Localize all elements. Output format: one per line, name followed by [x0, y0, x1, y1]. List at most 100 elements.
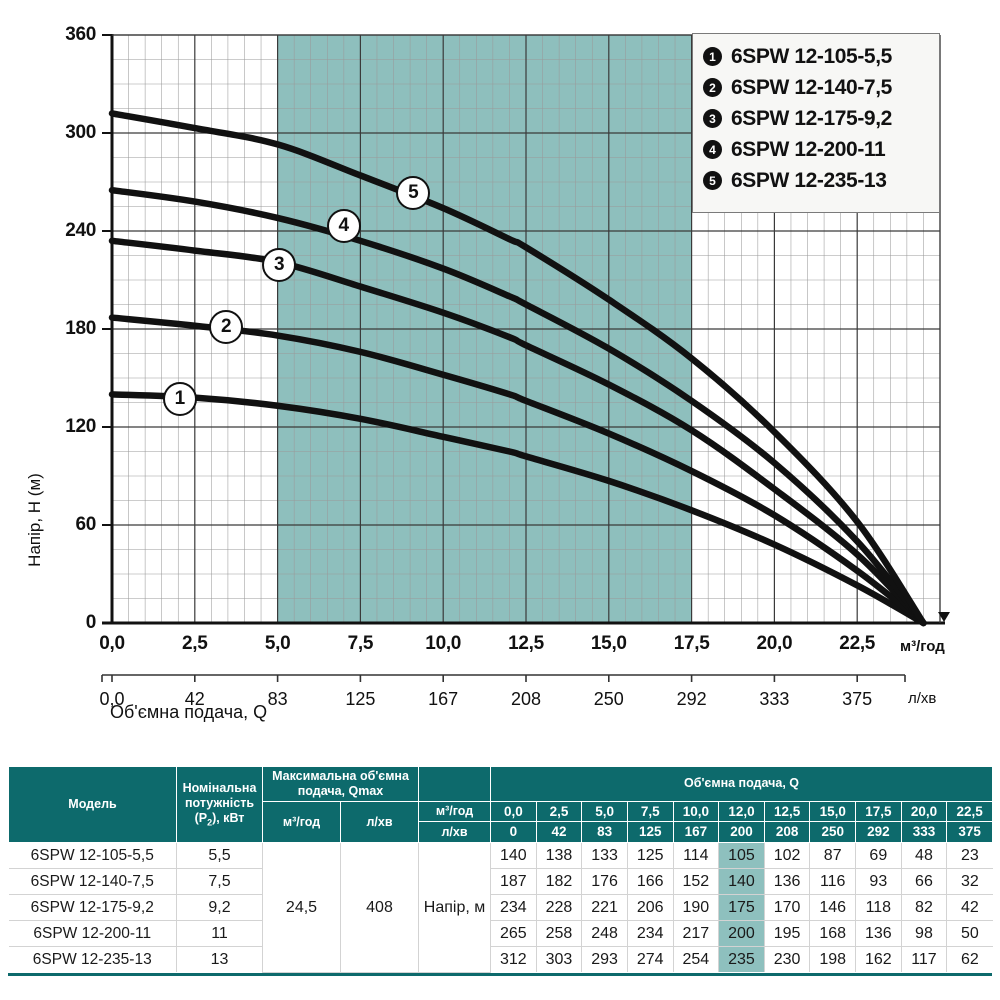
col-header-q-lmin-7: 250: [809, 821, 857, 844]
cell-head-value: 146: [809, 894, 856, 922]
legend-bullet-icon: 4: [703, 140, 722, 159]
col-header-q-lmin-9: 333: [900, 821, 948, 844]
cell-head-value: 118: [855, 894, 902, 922]
x-tick-label-m3h: 0,0: [99, 633, 125, 654]
col-header-qmax: Максимальна об'ємна подача, Qmax: [261, 766, 420, 802]
col-header-blank: [418, 766, 492, 802]
cell-head-value: 248: [581, 920, 628, 948]
power-line1: Номінальна: [182, 781, 257, 796]
legend-item-label: 6SPW 12-235-13: [731, 168, 887, 192]
cell-head-value: 234: [490, 894, 537, 922]
curve-1: [108, 391, 927, 627]
x-axis-unit-lmin: л/хв: [908, 690, 937, 707]
table-head: Модель Номінальна потужність (P2), кВт М…: [8, 765, 993, 844]
col-header-q-lmin-8: 292: [855, 821, 902, 844]
cell-head-value: 23: [946, 842, 993, 870]
cell-head-value: 217: [672, 920, 719, 948]
table-bottom-rule: [8, 972, 992, 976]
legend-bullet-icon: 2: [703, 78, 722, 97]
y-tick-label: 180: [65, 318, 96, 339]
cell-head-value: 117: [900, 946, 947, 973]
col-header-q-m3h-0: 0,0: [490, 800, 537, 823]
x-axis-unit-m3h: м³/год: [900, 638, 945, 655]
x-tick-label-lmin: 375: [842, 689, 873, 709]
cell-head-value: 50: [946, 920, 993, 948]
cell-model: 6SPW 12-175-9,2: [8, 894, 177, 922]
x-tick-label-lmin: 208: [510, 689, 542, 709]
legend-item-label: 6SPW 12-175-9,2: [731, 106, 892, 130]
cell-head-value: 190: [672, 894, 719, 922]
col-header-q-lmin-1: 42: [535, 821, 583, 844]
x-tick-label-lmin: 83: [267, 689, 288, 709]
x-tick-label-m3h: 15,0: [590, 633, 627, 654]
curve-marker-1: 1: [162, 382, 197, 417]
x-tick-label-m3h: 20,0: [756, 633, 793, 654]
cell-head-value: 138: [535, 842, 582, 870]
chart-canvas: [101, 34, 950, 682]
cell-head-value: 206: [626, 894, 674, 922]
x-tick-label-lmin: 0,0: [99, 689, 125, 709]
col-header-model: Модель: [8, 765, 177, 844]
col-header-q-m3h-9: 20,0: [900, 800, 948, 823]
cell-head-value: 125: [626, 842, 674, 870]
legend-bullet-icon: 5: [703, 171, 722, 190]
x-axis-title: Об'ємна подача, Q: [110, 702, 268, 722]
cell-head-value: 265: [490, 920, 537, 948]
cell-head-value: 234: [626, 920, 674, 948]
col-header-q-m3h-7: 15,0: [809, 800, 857, 823]
cell-head-value: 230: [763, 946, 810, 973]
cell-head-value: 187: [490, 868, 537, 896]
cell-head-value: 182: [535, 868, 582, 896]
cell-head-value: 66: [900, 868, 947, 896]
cell-model: 6SPW 12-140-7,5: [8, 868, 177, 896]
curve-marker-4: 4: [326, 209, 361, 244]
cell-power: 9,2: [176, 894, 263, 922]
cell-qmax-m3h: 24,5: [262, 842, 341, 973]
x-tick-label-m3h: 22,5: [839, 633, 876, 654]
x-tick-label-m3h: 12,5: [508, 633, 544, 654]
legend-bullet-icon: 1: [703, 47, 722, 66]
table-head-row-3: л/хв 0 42 83 125 167 200 208 250 292 333 375: [9, 821, 993, 844]
cell-head-value: 293: [581, 946, 628, 973]
cell-power: 13: [176, 946, 263, 973]
cell-head-value: 312: [490, 946, 537, 973]
col-header-q-m3h-6: 12,5: [763, 800, 811, 823]
x-tick-label-m3h: 2,5: [182, 633, 208, 654]
cell-head-value: 42: [946, 894, 993, 922]
cell-head-value: 168: [809, 920, 856, 948]
cell-qmax-lmin: 408: [339, 842, 419, 973]
col-header-q-lmin-4: 167: [672, 821, 720, 844]
cell-head-value: 133: [581, 842, 628, 870]
col-header-q-m3h-1: 2,5: [535, 800, 583, 823]
y-tick-label: 0: [85, 612, 97, 633]
col-header-unit-lmin: л/хв: [418, 821, 492, 844]
cell-head-value: 98: [900, 920, 947, 948]
cell-head-value: 102: [763, 842, 810, 870]
table-row: 6SPW 12-140-7,5 7,5 187 182 176 166 152 140 136 1…: [8, 868, 993, 896]
col-header-q-m3h-3: 7,5: [626, 800, 674, 823]
legend-item-label: 6SPW 12-105-5,5: [731, 44, 892, 68]
cell-head-value: 303: [535, 946, 582, 973]
table-row: 6SPW 12-175-9,2 9,2 234 228 221 206 190 175 170 1…: [8, 894, 993, 922]
x-tick-label-lmin: 250: [593, 689, 624, 709]
table-row: 6SPW 12-105-5,5 5,5 24,5 408 Напір, м 140 138 1…: [8, 842, 993, 973]
col-header-unit-m3h: м³/год: [418, 800, 492, 823]
y-tick-label: 240: [65, 220, 96, 241]
cell-head-value: 198: [809, 946, 856, 973]
performance-chart: Напір, Н (м) Об'ємна подача, Q 1 6SPW 12-…: [25, 24, 950, 722]
x-axis-arrow-icon: [938, 612, 950, 622]
curve-2: [108, 314, 927, 627]
col-header-q-lmin-6: 208: [763, 821, 811, 844]
col-header-q-lmin-5: 200: [718, 821, 765, 844]
curve-marker-5: 5: [396, 176, 431, 211]
legend-item-1: 1 6SPW 12-105-5,5: [703, 41, 939, 72]
cell-head-value: 32: [946, 868, 993, 896]
cell-head-value: 82: [900, 894, 947, 922]
x-tick-label-m3h: 7,5: [347, 633, 374, 654]
qmax-line1: Максимальна об'ємна: [272, 769, 409, 783]
table-head-row-1: Модель Номінальна потужність (P2), кВт М…: [8, 765, 993, 844]
cell-head-value: 228: [535, 894, 582, 922]
cell-head-value: 200: [718, 920, 765, 948]
table-body: 6SPW 12-105-5,5 5,5 24,5 408 Напір, м 140 138 1…: [8, 842, 993, 973]
